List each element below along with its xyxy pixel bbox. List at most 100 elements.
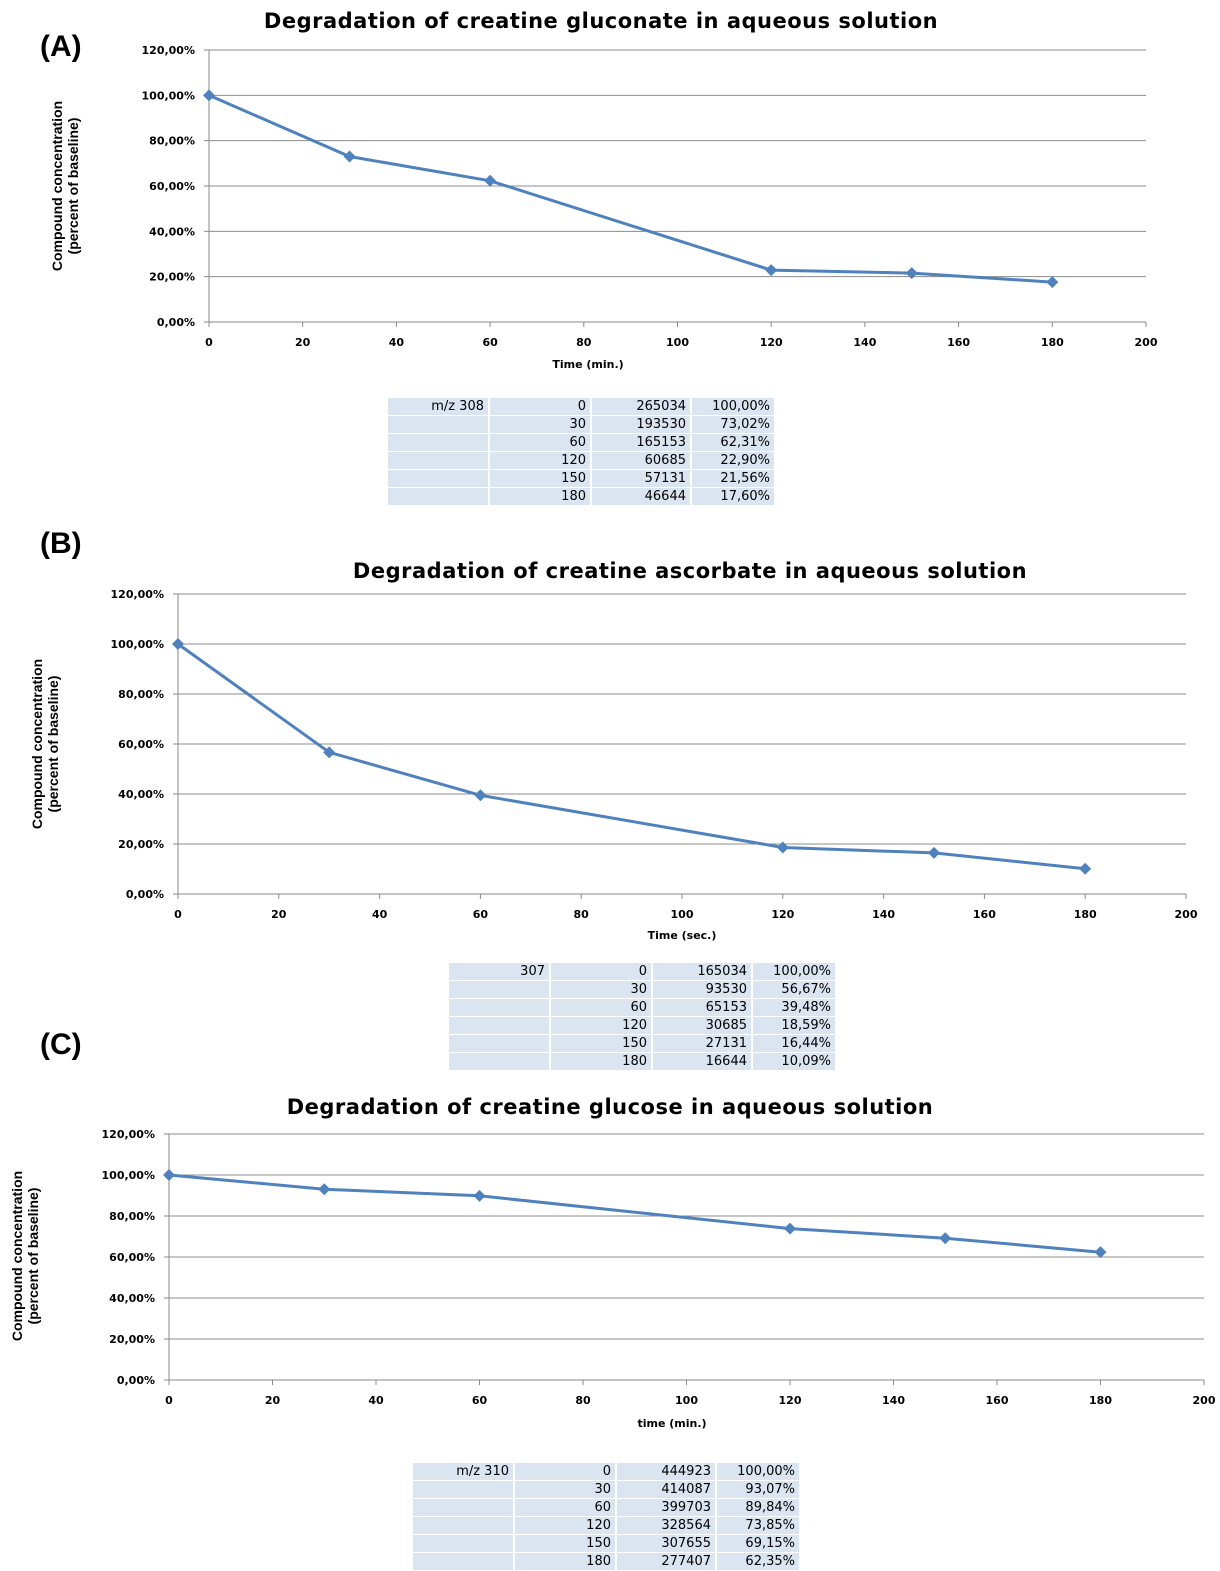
x-tick-label: 80 <box>575 1394 591 1407</box>
y-tick-label: 120,00% <box>142 44 195 57</box>
table-cell: 150 <box>489 469 592 488</box>
table-cell: 39,48% <box>752 998 835 1017</box>
table-cell: 93,07% <box>716 1480 799 1499</box>
table-cell: 21,56% <box>691 469 774 488</box>
y-tick-label: 0,00% <box>126 888 164 901</box>
chart-title: Degradation of creatine gluconate in aqu… <box>264 9 938 33</box>
x-tick-label: 200 <box>1175 908 1198 921</box>
x-tick-label: 0 <box>165 1394 173 1407</box>
table-cell <box>449 1016 551 1035</box>
table-cell: 18,59% <box>752 1016 835 1035</box>
data-point <box>343 150 356 163</box>
table-cell: 444923 <box>616 1463 717 1481</box>
table-cell: 73,02% <box>691 415 774 434</box>
x-tick-label: 160 <box>986 1394 1009 1407</box>
data-point <box>318 1183 331 1196</box>
x-tick-label: 0 <box>205 336 213 349</box>
table-cell: 100,00% <box>752 963 835 981</box>
x-tick-label: 200 <box>1135 336 1158 349</box>
table-cell <box>413 1552 515 1571</box>
table-cell: 414087 <box>616 1480 717 1499</box>
table-cell: 120 <box>550 1016 653 1035</box>
table-cell: m/z 308 <box>388 398 490 416</box>
chart-b: Degradation of creatine ascorbate in aqu… <box>29 559 1198 942</box>
table-cell: 0 <box>489 398 592 416</box>
table-cell: 16,44% <box>752 1034 835 1053</box>
table-cell: 30 <box>550 980 653 999</box>
table-cell: 60 <box>489 433 592 452</box>
table-cell: 399703 <box>616 1498 717 1517</box>
data-table-c: m/z 310 0 444923 100,00% 30 414087 93,07% 60 399… <box>413 1463 799 1571</box>
table-row: 30 414087 93,07% <box>413 1480 799 1499</box>
table-cell <box>413 1516 515 1535</box>
data-point <box>765 264 778 277</box>
y-tick-label: 40,00% <box>109 1292 155 1305</box>
table-cell: 328564 <box>616 1516 717 1535</box>
y-tick-label: 60,00% <box>109 1251 155 1264</box>
table-cell <box>449 1052 551 1071</box>
table-cell: 57131 <box>591 469 692 488</box>
table-row: 180 16644 10,09% <box>449 1052 835 1071</box>
data-point <box>928 846 940 859</box>
table-cell: 17,60% <box>691 487 774 506</box>
y-axis-label: Compound concentration <box>49 101 65 271</box>
table-row: 60 65153 39,48% <box>449 998 835 1017</box>
table-cell: 120 <box>514 1516 617 1535</box>
chart-title: Degradation of creatine glucose in aqueo… <box>287 1095 934 1119</box>
data-point <box>474 789 487 802</box>
x-tick-label: 180 <box>1041 336 1064 349</box>
x-tick-label: 200 <box>1193 1394 1216 1407</box>
table-cell: 27131 <box>652 1034 753 1053</box>
x-tick-label: 140 <box>882 1394 905 1407</box>
x-tick-label: 60 <box>482 336 498 349</box>
y-tick-label: 20,00% <box>118 838 164 851</box>
y-axis-label: Compound concentration <box>9 1171 25 1341</box>
table-cell: 165153 <box>591 433 692 452</box>
table-row: 30 93530 56,67% <box>449 980 835 999</box>
table-cell: 100,00% <box>691 398 774 416</box>
table-cell: 60685 <box>591 451 692 470</box>
data-point <box>939 1232 952 1245</box>
table-cell: 150 <box>550 1034 653 1053</box>
x-tick-label: 140 <box>853 336 876 349</box>
data-point <box>1079 862 1092 875</box>
data-point <box>776 841 789 854</box>
table-cell: 165034 <box>652 963 753 981</box>
x-tick-label: 60 <box>473 908 489 921</box>
table-cell: 307655 <box>616 1534 717 1553</box>
chart-title: Degradation of creatine ascorbate in aqu… <box>353 559 1027 583</box>
table-cell <box>449 1034 551 1053</box>
x-axis-label: Time (min.) <box>552 358 623 371</box>
table-cell: 60 <box>550 998 653 1017</box>
panel-label-c: (C) <box>40 1028 82 1061</box>
table-cell: 69,15% <box>716 1534 799 1553</box>
table-cell <box>388 433 490 452</box>
x-tick-label: 80 <box>574 908 590 921</box>
x-tick-label: 40 <box>372 908 388 921</box>
table-cell: 10,09% <box>752 1052 835 1071</box>
table-cell <box>388 487 490 506</box>
x-tick-label: 180 <box>1089 1394 1112 1407</box>
table-cell: 0 <box>514 1463 617 1481</box>
table-row: 307 0 165034 100,00% <box>449 963 835 981</box>
x-tick-label: 120 <box>771 908 794 921</box>
table-row: 120 328564 73,85% <box>413 1516 799 1535</box>
panel-label-a: (A) <box>40 30 82 63</box>
table-cell <box>413 1534 515 1553</box>
table-cell: 180 <box>550 1052 653 1071</box>
table-cell: m/z 310 <box>413 1463 515 1481</box>
y-axis-label: Compound concentration <box>29 659 45 829</box>
table-row: m/z 308 0 265034 100,00% <box>388 398 774 416</box>
table-cell: 22,90% <box>691 451 774 470</box>
y-tick-label: 0,00% <box>117 1374 155 1387</box>
x-tick-label: 20 <box>295 336 311 349</box>
table-cell: 30 <box>489 415 592 434</box>
x-tick-label: 80 <box>576 336 592 349</box>
y-tick-label: 100,00% <box>111 638 164 651</box>
table-cell: 265034 <box>591 398 692 416</box>
table-cell <box>449 998 551 1017</box>
table-cell <box>413 1480 515 1499</box>
x-tick-label: 100 <box>671 908 694 921</box>
y-tick-label: 100,00% <box>142 89 195 102</box>
y-tick-label: 20,00% <box>149 271 195 284</box>
